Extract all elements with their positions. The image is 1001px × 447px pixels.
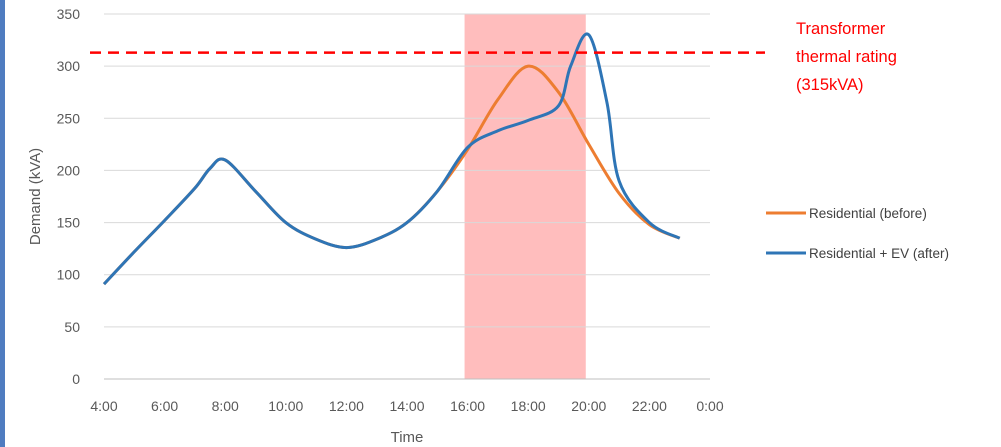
peak-period-shading bbox=[464, 14, 586, 379]
series-line-residential-before bbox=[102, 64, 681, 286]
y-tick-label: 250 bbox=[57, 110, 81, 126]
y-axis-title: Demand (kVA) bbox=[27, 148, 44, 245]
x-tick-label: 18:00 bbox=[511, 398, 546, 414]
thermal-rating-label-line: (315kVA) bbox=[796, 76, 864, 94]
x-tick-labels: 4:00 6:00 8:00 10:00 12:00 14:00 16:00 18:00 20:… bbox=[90, 398, 723, 414]
thermal-rating-label-line: thermal rating bbox=[796, 48, 897, 66]
legend: Residential (before) Residential + EV (af… bbox=[766, 206, 949, 261]
y-tick-label: 200 bbox=[57, 162, 81, 178]
x-axis-title: Time bbox=[391, 429, 424, 446]
x-tick-label: 8:00 bbox=[212, 398, 239, 414]
y-tick-label: 50 bbox=[64, 319, 80, 335]
thermal-rating-label: Transformer thermal rating (315kVA) bbox=[796, 20, 897, 94]
y-tick-label: 150 bbox=[57, 215, 81, 231]
x-tick-label: 14:00 bbox=[389, 398, 424, 414]
gridlines bbox=[104, 13, 710, 380]
x-tick-label: 22:00 bbox=[632, 398, 667, 414]
x-tick-label: 0:00 bbox=[696, 398, 723, 414]
y-tick-label: 350 bbox=[57, 6, 81, 22]
y-tick-label: 100 bbox=[57, 267, 81, 283]
x-tick-label: 4:00 bbox=[90, 398, 117, 414]
series-line-residential-ev-after bbox=[102, 32, 681, 286]
y-tick-labels: 0 50 100 150 200 250 300 350 bbox=[57, 6, 81, 387]
x-tick-label: 20:00 bbox=[571, 398, 606, 414]
y-tick-label: 300 bbox=[57, 58, 81, 74]
legend-label: Residential (before) bbox=[809, 206, 927, 221]
y-tick-label: 0 bbox=[72, 371, 80, 387]
series-lines bbox=[102, 32, 681, 286]
x-tick-label: 6:00 bbox=[151, 398, 178, 414]
left-border bbox=[0, 0, 5, 447]
x-tick-label: 12:00 bbox=[329, 398, 364, 414]
x-tick-label: 10:00 bbox=[268, 398, 303, 414]
thermal-rating-label-line: Transformer bbox=[796, 20, 886, 38]
legend-label: Residential + EV (after) bbox=[809, 246, 949, 261]
x-tick-label: 16:00 bbox=[450, 398, 485, 414]
